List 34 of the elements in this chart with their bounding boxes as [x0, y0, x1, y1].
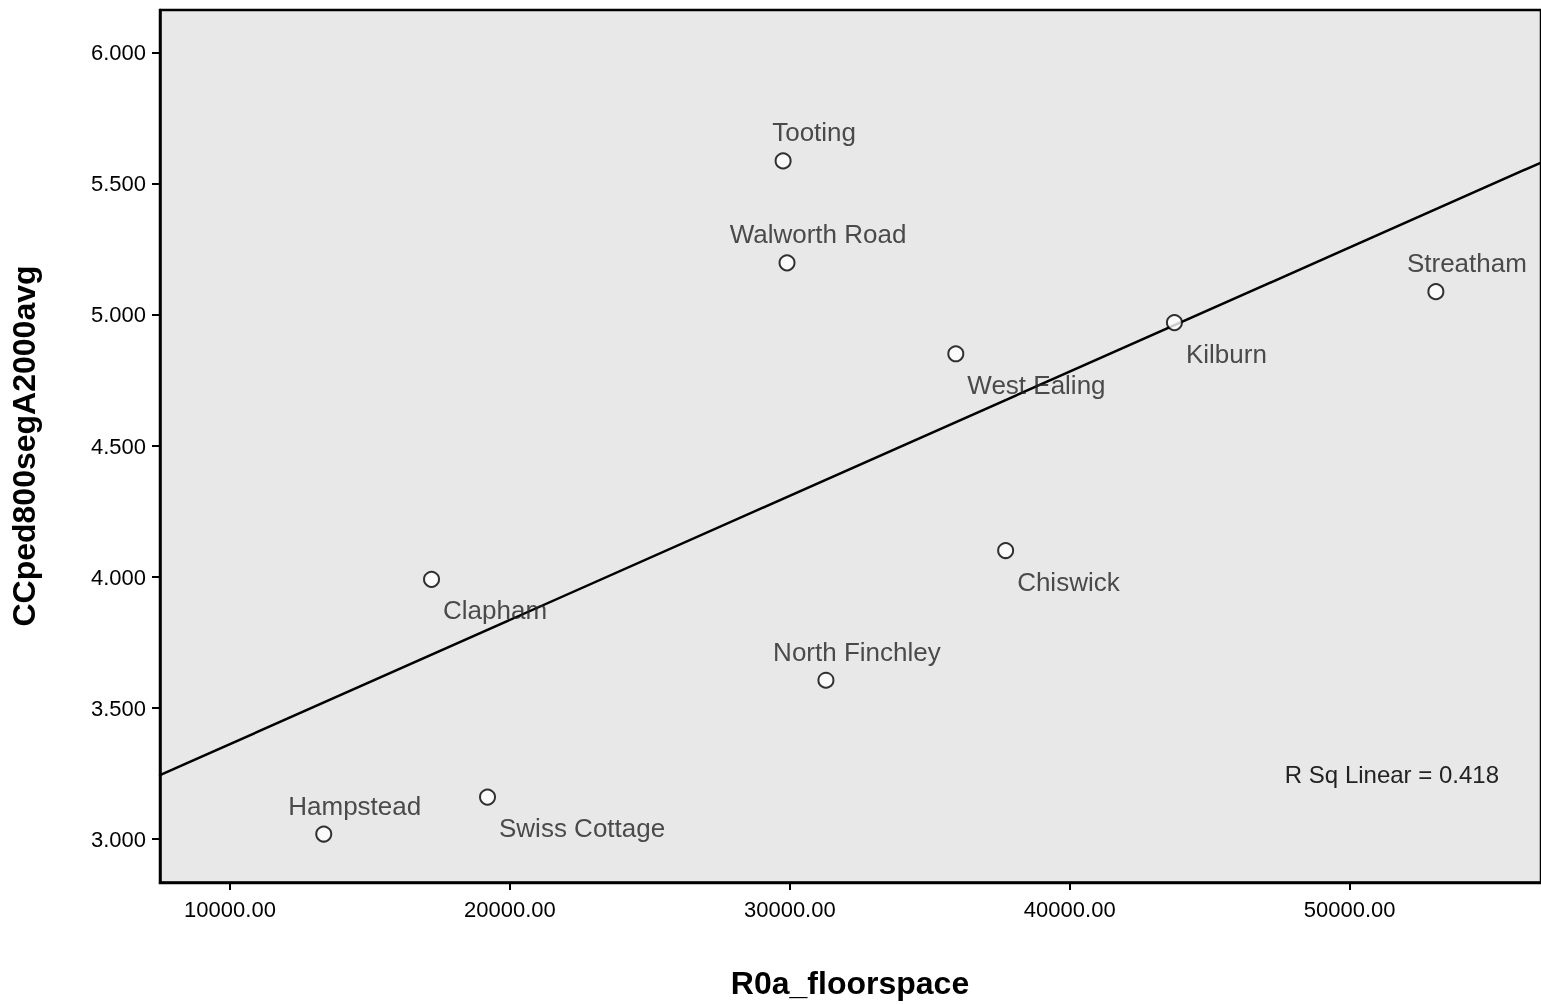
point: [1165, 314, 1183, 332]
point: [947, 345, 965, 363]
y-tick-label: 4.000: [90, 564, 146, 590]
y-tick-label: 5.500: [90, 171, 146, 197]
annotation: Hampstead: [288, 790, 422, 821]
point: [997, 542, 1015, 560]
point: [479, 788, 497, 806]
y-tick-label: 5.000: [90, 302, 146, 328]
point: [778, 254, 796, 272]
x-tick-label: 20000.00: [464, 896, 556, 922]
annotation: Walworth Road: [729, 219, 907, 250]
annotation: R Sq Linear = 0.418: [1284, 760, 1500, 788]
annotation: West Ealing: [967, 369, 1106, 400]
y-tick-label: 6.000: [90, 40, 146, 66]
point: [774, 152, 792, 170]
point: [1427, 283, 1445, 301]
annotation: Kilburn: [1185, 338, 1267, 369]
annotation: Chiswick: [1017, 566, 1121, 597]
point: [817, 671, 835, 689]
x-tick-label: 50000.00: [1303, 896, 1396, 922]
y-tick-label: 3.500: [90, 695, 146, 721]
x-tick-label: 30000.00: [743, 896, 836, 922]
y-tick-label: 3.000: [90, 826, 146, 852]
point: [423, 570, 441, 588]
x-tick-label: 40000.00: [1023, 896, 1116, 922]
y-tick-label: 4.500: [90, 433, 146, 459]
annotation: Swiss Cottage: [499, 813, 666, 844]
annotation: Tooting: [772, 117, 857, 148]
annotation: North Finchley: [773, 636, 941, 667]
annotation: Streatham: [1406, 248, 1527, 279]
x-tick-label: 10000.00: [184, 896, 276, 922]
point: [315, 825, 333, 843]
y-axis-title: CCped800segA2000avg: [6, 265, 42, 627]
x-axis-title: R0a_floorspace: [730, 965, 970, 1001]
